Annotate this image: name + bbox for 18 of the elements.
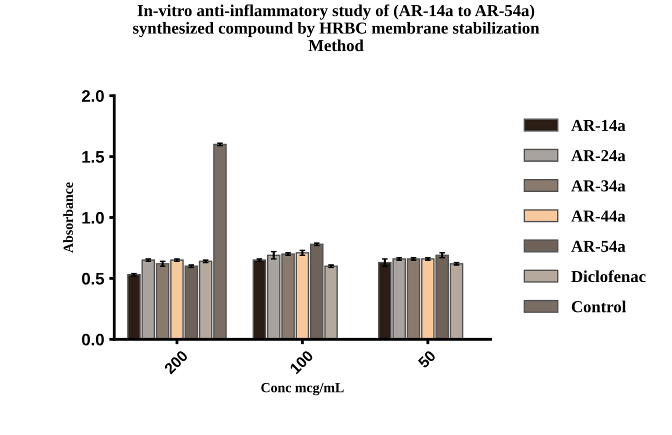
legend-label: AR-54a bbox=[571, 240, 626, 252]
legend-label: AR-14a bbox=[571, 120, 626, 132]
legend-label: AR-34a bbox=[571, 180, 626, 192]
legend-label: Control bbox=[572, 300, 626, 312]
y-tick-label: 2.0 bbox=[82, 90, 104, 102]
x-tick-label: 50 bbox=[417, 350, 436, 369]
x-axis-title: Conc mcg/mL bbox=[261, 383, 344, 396]
x-tick-label: 200 bbox=[164, 350, 188, 375]
legend-label: AR-44a bbox=[571, 210, 626, 222]
y-axis-title: Absorbance bbox=[63, 182, 73, 253]
legend-label: AR-24a bbox=[571, 150, 626, 162]
legend-label: Diclofenac bbox=[571, 270, 646, 282]
chart-title: In-vitro anti-inflammatory study of (AR-14a to AR-54a) synthesized compound by HRBC membrane stabilization Method bbox=[133, 4, 540, 52]
y-tick-label: 0.5 bbox=[82, 272, 104, 285]
y-tick-label: 0.0 bbox=[82, 334, 104, 346]
y-tick-label: 1.5 bbox=[82, 151, 104, 163]
x-tick-label: 100 bbox=[289, 350, 314, 374]
y-tick-label: 1.0 bbox=[82, 212, 104, 224]
